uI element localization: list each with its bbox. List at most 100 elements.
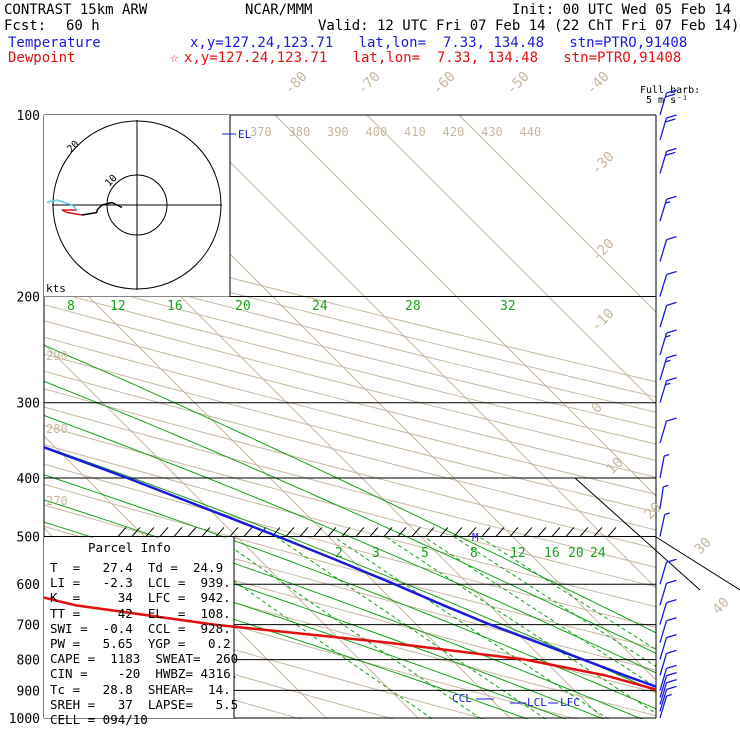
freezing-hatch	[145, 527, 155, 537]
freezing-hatch	[593, 527, 603, 537]
barb-staff	[659, 668, 668, 691]
freezing-hatch	[607, 527, 617, 537]
isotherm-label: 0	[589, 400, 606, 417]
theta-label: 410	[404, 125, 426, 139]
parcel-info-row: Tc = 28.8 SHEAR= 14.	[50, 681, 231, 697]
dry-adiabat	[44, 463, 656, 628]
barb-flag	[666, 598, 677, 604]
barb-flag	[666, 417, 677, 422]
lfc-label: LFC	[560, 696, 580, 709]
ccl-label: CCL	[452, 692, 472, 705]
dry-adiabat	[44, 618, 395, 719]
barb-staff	[659, 514, 666, 537]
pressure-label: 1000	[9, 712, 40, 727]
wind-barb	[659, 579, 677, 606]
barb-panel-edge	[655, 536, 740, 591]
mixing-ratio-line	[478, 536, 656, 651]
wind-barb	[659, 671, 677, 698]
freezing-hatch	[313, 527, 323, 537]
parcel-info-row: T = 27.4 Td = 24.9	[50, 560, 224, 575]
temperature-legend-label: Temperature	[8, 35, 101, 51]
wind-barb	[659, 235, 677, 262]
freezing-hatch	[355, 527, 365, 537]
moist-adiabat	[44, 521, 605, 719]
barb-half-flag	[665, 334, 671, 338]
sounding-profiles	[44, 445, 656, 691]
parcel-info-box	[44, 535, 235, 718]
isotherm-line	[182, 115, 656, 589]
barb-staff	[659, 675, 668, 698]
isotherm-label: 10	[604, 455, 627, 478]
theta-label: 290	[46, 349, 68, 363]
dry-adiabat	[44, 288, 656, 445]
hodograph-segment	[111, 201, 123, 209]
theta-label: 420	[443, 125, 465, 139]
barb-flag	[666, 685, 677, 691]
freezing-hatch	[523, 527, 533, 537]
dry-adiabat	[44, 483, 656, 649]
mixing-ratio-line	[453, 536, 656, 668]
parcel-info-row: PW = 5.65 YGP = 0.2	[50, 636, 231, 651]
parcel-info-background	[44, 537, 234, 718]
barb-flag	[666, 270, 677, 276]
hodograph-segment	[101, 201, 113, 206]
wind-barb	[659, 301, 677, 328]
barb-flag	[665, 118, 676, 123]
dry-adiabat	[44, 320, 656, 478]
freezing-hatch	[411, 527, 421, 537]
barb-flag	[666, 89, 677, 94]
isotherm-label: -70	[355, 69, 384, 98]
freezing-hatch	[383, 527, 393, 537]
wind-barb	[659, 377, 677, 403]
barb-half-flag	[665, 382, 671, 386]
wind-barb	[659, 664, 677, 691]
temperature-profile	[44, 445, 656, 688]
dry-adiabat	[44, 570, 579, 719]
barb-half-flag	[664, 512, 670, 516]
dry-adiabat	[44, 304, 656, 461]
mixing-ratio-line	[333, 536, 610, 719]
barb-staff	[659, 562, 668, 585]
freezing-hatch	[299, 527, 309, 537]
freezing-hatch	[453, 527, 463, 537]
mixing-ratio-label: 8	[470, 546, 478, 561]
barb-flag	[666, 329, 677, 334]
wind-barb	[659, 484, 669, 509]
dewpoint-location: x,y=127.24,123.71 lat,lon= 7.33, 134.48 …	[184, 50, 682, 66]
moist-adiabat	[44, 474, 656, 710]
hodograph-segment	[56, 199, 73, 206]
wind-barb	[659, 693, 672, 719]
isotherm-line	[44, 343, 420, 719]
wind-barbs	[659, 89, 677, 719]
barb-flag	[666, 195, 677, 200]
mixing-ratio-label: 16	[544, 546, 560, 561]
hodograph-segment	[96, 204, 103, 211]
barb-flag	[666, 147, 677, 153]
dry-adiabat	[44, 424, 656, 588]
freezing-hatch	[285, 527, 295, 537]
barb-half-flag	[664, 453, 670, 457]
barb-staff	[659, 420, 668, 444]
barb-flag	[666, 558, 677, 563]
wind-barb	[659, 417, 677, 444]
barb-staff	[659, 486, 664, 509]
mixing-ratio-label: 5	[421, 546, 429, 561]
theta-label: 390	[327, 125, 349, 139]
barb-flag	[666, 633, 677, 639]
mixing-ratio-line	[385, 536, 656, 715]
moist-adiabat	[44, 499, 643, 719]
barb-staff	[659, 620, 668, 643]
dewpoint-marker: ☆	[170, 50, 179, 66]
mixing-ratio-label: 2	[335, 546, 343, 561]
barb-flag	[666, 235, 677, 241]
pressure-label: 600	[17, 578, 40, 593]
isotherm-label: -40	[584, 69, 613, 98]
hodograph-segment	[81, 211, 98, 216]
barb-staff	[659, 682, 668, 705]
freezing-hatch	[201, 527, 211, 537]
isotherm-line	[274, 115, 656, 497]
freezing-hatch	[439, 527, 449, 537]
pressure-label: 200	[17, 291, 40, 306]
hodograph-units: kts	[46, 282, 66, 295]
barb-half-flag	[665, 201, 671, 204]
